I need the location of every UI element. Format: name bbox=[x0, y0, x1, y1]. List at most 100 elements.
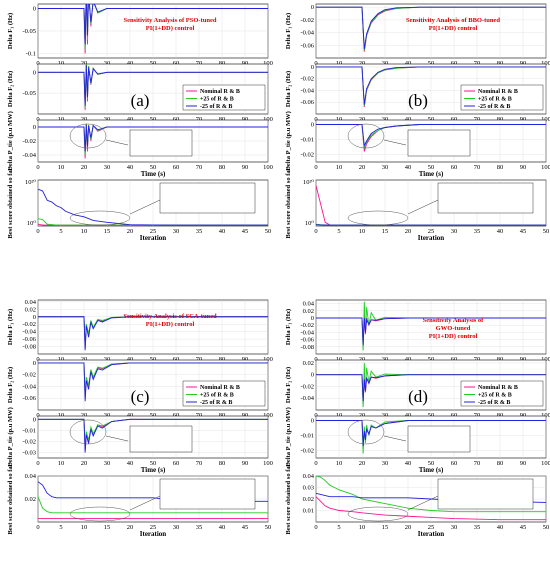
y-tick-label: 0.02 bbox=[303, 496, 314, 503]
x-tick-label: 60 bbox=[173, 460, 180, 467]
y-tick-label: -0.06 bbox=[22, 395, 36, 402]
x-tick-label: 30 bbox=[451, 228, 458, 235]
y-axis-label: Delta P_tie (p.u MW) bbox=[285, 111, 292, 171]
legend-entry: Nominal R & B bbox=[200, 385, 240, 391]
x-tick-label: 90 bbox=[520, 460, 527, 467]
panel-title-line: PI(1+DD) control bbox=[146, 321, 195, 328]
x-tick-label: 10 bbox=[336, 460, 343, 467]
y-tick-label: -0.05 bbox=[22, 90, 36, 97]
y-tick-label: 0 bbox=[33, 416, 36, 423]
y-tick-label: -0.03 bbox=[22, 449, 36, 456]
x-tick-label: 40 bbox=[405, 164, 412, 171]
x-tick-label: 5 bbox=[59, 524, 62, 531]
x-tick-label: 50 bbox=[543, 228, 550, 235]
y-axis-label: Delta F₂ (Hz) bbox=[7, 367, 14, 403]
x-tick-label: 50 bbox=[543, 524, 550, 531]
y-tick-label: -0.04 bbox=[22, 152, 36, 159]
x-tick-label: 0 bbox=[36, 524, 39, 531]
y-tick-label: 0 bbox=[33, 360, 36, 367]
y-tick-label: -0.01 bbox=[300, 433, 314, 440]
x-axis-label: Time (s) bbox=[419, 466, 444, 474]
x-tick-label: 80 bbox=[497, 460, 504, 467]
x-tick-label: 40 bbox=[497, 524, 504, 531]
x-tick-label: 15 bbox=[382, 228, 389, 235]
y-axis-label: Delta F₁ (Hz) bbox=[7, 13, 14, 49]
y-tick-label: -0.02 bbox=[300, 152, 314, 159]
x-tick-label: 35 bbox=[196, 524, 203, 531]
y-axis-label: Delta F₂ (Hz) bbox=[285, 367, 292, 403]
x-tick-label: 10 bbox=[359, 228, 366, 235]
y-axis-label: Best score obtained so far bbox=[285, 463, 292, 534]
x-tick-label: 10 bbox=[81, 524, 88, 531]
y-tick-label: -0.05 bbox=[22, 28, 36, 35]
panel-title-line: Sensitivity Analysis of PSO-tuned bbox=[123, 17, 216, 24]
x-axis-label: Iteration bbox=[140, 530, 167, 538]
y-axis-label: Best score obtained so far bbox=[285, 167, 292, 238]
y-tick-label: 0 bbox=[33, 69, 36, 76]
legend-entry: Nominal R & B bbox=[478, 385, 518, 391]
y-tick-label: -0.04 bbox=[300, 30, 314, 37]
panel-title-line: Sensitivity Analysis of SCA-tuned bbox=[123, 313, 217, 320]
y-axis-label: Delta F₂ (Hz) bbox=[7, 71, 14, 107]
x-tick-label: 15 bbox=[104, 524, 111, 531]
x-tick-label: 20 bbox=[127, 524, 134, 531]
x-tick-label: 0 bbox=[314, 228, 317, 235]
x-tick-label: 40 bbox=[219, 228, 226, 235]
x-tick-label: 50 bbox=[265, 524, 272, 531]
inset-frame bbox=[130, 426, 192, 452]
y-tick-label: 0 bbox=[311, 418, 314, 425]
x-tick-label: 40 bbox=[497, 228, 504, 235]
y-tick-label: -0.02 bbox=[22, 138, 36, 145]
y-tick-label: -0.06 bbox=[300, 42, 314, 49]
x-tick-label: 30 bbox=[173, 524, 180, 531]
y-tick-label: -0.04 bbox=[22, 329, 36, 336]
y-tick-label: -0.04 bbox=[300, 87, 314, 94]
y-tick-label: 0.02 bbox=[25, 306, 36, 313]
x-tick-label: 45 bbox=[242, 524, 249, 531]
legend-entry: -25 of R & B bbox=[478, 400, 510, 406]
panel-title-line: PI(1+DD) control bbox=[146, 25, 195, 32]
y-tick-label: -0.02 bbox=[300, 383, 314, 390]
panel-title-line: PI(1+DD) control bbox=[429, 333, 478, 340]
x-axis-label: Time (s) bbox=[419, 170, 444, 178]
y-tick-label: 0.04 bbox=[303, 301, 315, 308]
x-tick-label: 20 bbox=[127, 228, 134, 235]
x-tick-label: 70 bbox=[196, 164, 203, 171]
x-tick-label: 0 bbox=[36, 164, 39, 171]
y-tick-label: 0 bbox=[311, 64, 314, 71]
x-tick-label: 20 bbox=[359, 164, 366, 171]
y-axis-label: Delta P_tie (p.u MW) bbox=[7, 407, 14, 467]
y-tick-label: -0.04 bbox=[300, 329, 314, 336]
y-tick-label: -0.02 bbox=[300, 76, 314, 83]
x-tick-label: 80 bbox=[219, 460, 226, 467]
y-tick-label: -0.1 bbox=[26, 51, 36, 58]
x-axis-label: Iteration bbox=[140, 234, 167, 242]
x-tick-label: 5 bbox=[337, 524, 340, 531]
y-tick-label: 10²⁰ bbox=[25, 179, 36, 186]
x-tick-label: 20 bbox=[359, 460, 366, 467]
inset-frame bbox=[408, 426, 470, 452]
legend-entry: +25 of R & B bbox=[478, 97, 512, 103]
inset-frame bbox=[160, 183, 255, 213]
legend-entry: +25 of R & B bbox=[200, 393, 234, 399]
x-tick-label: 35 bbox=[474, 228, 481, 235]
inset-frame bbox=[408, 130, 470, 156]
y-axis-label: Best score obtained so far bbox=[7, 167, 14, 238]
y-axis-label: Delta P_tie (p.u MW) bbox=[7, 111, 14, 171]
y-axis-label: Best score obtained so far bbox=[7, 463, 14, 534]
legend-entry: Nominal R & B bbox=[200, 89, 240, 95]
x-tick-label: 90 bbox=[242, 164, 249, 171]
x-tick-label: 20 bbox=[405, 524, 412, 531]
x-tick-label: 10 bbox=[336, 164, 343, 171]
x-tick-label: 5 bbox=[337, 228, 340, 235]
x-tick-label: 70 bbox=[474, 164, 481, 171]
inset-frame bbox=[130, 130, 192, 156]
x-tick-label: 15 bbox=[104, 228, 111, 235]
y-tick-label: 0.02 bbox=[25, 496, 36, 503]
x-tick-label: 0 bbox=[36, 228, 39, 235]
y-tick-label: 0 bbox=[33, 314, 36, 321]
y-tick-label: 0.02 bbox=[303, 360, 314, 367]
x-axis-label: Iteration bbox=[418, 234, 445, 242]
